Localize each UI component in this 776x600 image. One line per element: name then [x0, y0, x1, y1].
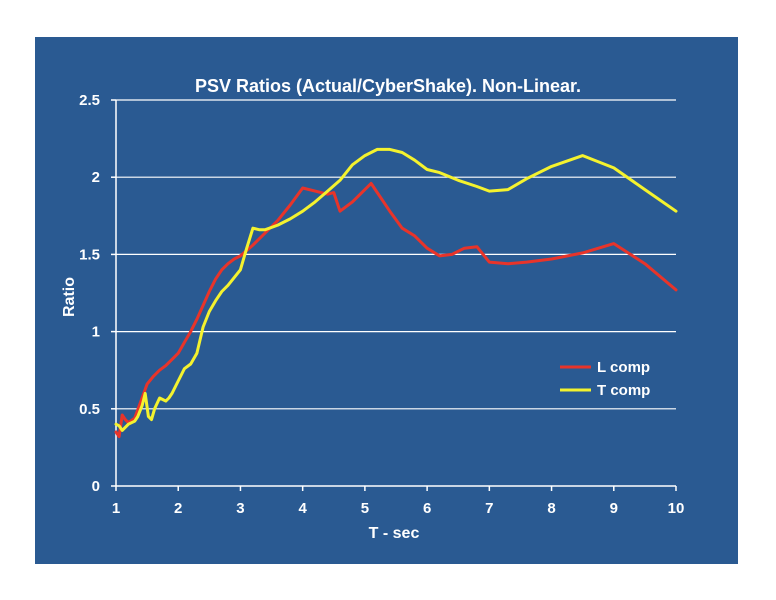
x-tick-label: 3	[236, 500, 244, 517]
y-tick-label: 1.5	[79, 246, 100, 263]
x-tick-label: 10	[668, 500, 685, 517]
x-tick-label: 5	[361, 500, 369, 517]
y-tick-label: 0	[92, 478, 100, 495]
legend: L comp T comp	[560, 359, 650, 399]
series-line-l-comp	[114, 181, 678, 439]
series-lines	[114, 147, 678, 439]
legend-label: T comp	[597, 382, 650, 399]
x-tick-labels: 1 2 3 4 5 6 7 8 9 10	[112, 500, 685, 517]
y-tick-label: 2	[92, 169, 100, 186]
y-tick-label: 0.5	[79, 401, 100, 418]
x-tick-label: 4	[298, 500, 307, 517]
x-tick-label: 9	[610, 500, 618, 517]
x-tick-label: 6	[423, 500, 431, 517]
x-tick-label: 8	[547, 500, 555, 517]
y-tick-label: 2.5	[79, 92, 100, 109]
x-tick-label: 1	[112, 500, 120, 517]
series-line-t-comp	[114, 147, 678, 432]
axes	[111, 99, 677, 491]
y-tick-label: 1	[92, 324, 100, 341]
chart-panel	[35, 37, 738, 564]
x-tick-label: 2	[174, 500, 182, 517]
y-axis-label: Ratio	[61, 277, 78, 317]
x-axis-label: T - sec	[369, 525, 420, 542]
gridlines	[116, 99, 676, 410]
chart-title: PSV Ratios (Actual/CyberShake). Non-Line…	[195, 76, 581, 96]
x-tick-label: 7	[485, 500, 493, 517]
y-tick-labels: 0 0.5 1 1.5 2 2.5	[79, 92, 100, 495]
legend-label: L comp	[597, 359, 650, 376]
